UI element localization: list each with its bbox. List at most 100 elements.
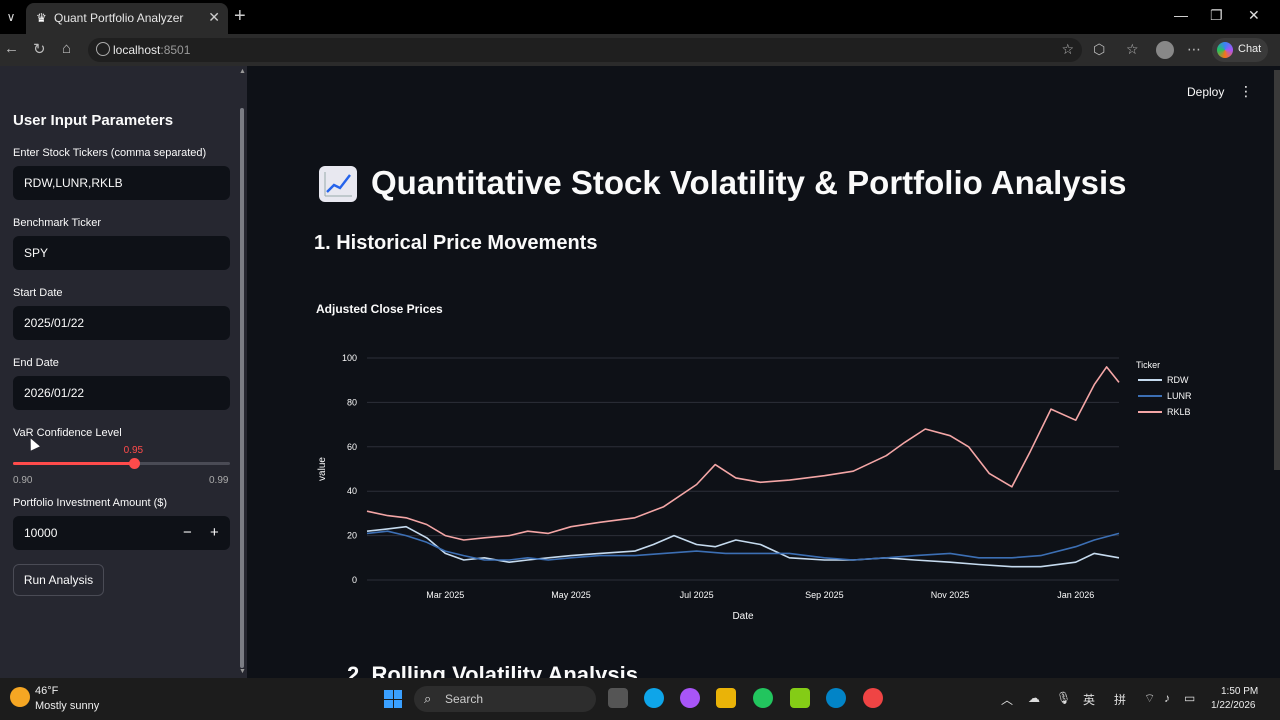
- legend-label-rdw: RDW: [1167, 375, 1189, 385]
- series-line-rklb: [366, 366, 1120, 541]
- investment-input[interactable]: 10000 − +: [13, 516, 230, 550]
- end-date-label: End Date: [13, 357, 59, 369]
- copilot-chat-button[interactable]: Chat: [1212, 38, 1268, 62]
- investment-value: 10000: [24, 526, 58, 540]
- main-menu-icon[interactable]: ⋮: [1239, 83, 1253, 99]
- y-tick-label: 60: [347, 442, 357, 452]
- restore-icon[interactable]: ❐: [1210, 7, 1223, 23]
- legend-label-rklb: RKLB: [1167, 407, 1191, 417]
- clock-time[interactable]: 1:50 PM: [1221, 686, 1259, 697]
- taskbar-search[interactable]: ⌕ Search: [414, 686, 596, 712]
- search-placeholder: Search: [445, 692, 484, 706]
- window-close-icon[interactable]: ✕: [1248, 7, 1260, 23]
- y-tick-label: 80: [347, 397, 357, 407]
- clock-date[interactable]: 1/22/2026: [1211, 700, 1256, 711]
- y-axis-label: value: [317, 457, 328, 481]
- copilot-icon[interactable]: [680, 688, 700, 708]
- ime-en-icon[interactable]: 英: [1083, 693, 1096, 707]
- chart-increasing-icon: [319, 166, 357, 202]
- y-tick-label: 20: [347, 531, 357, 541]
- window-edge: [1274, 70, 1280, 470]
- end-date-value: 2026/01/22: [24, 386, 85, 400]
- tickers-label: Enter Stock Tickers (comma separated): [13, 147, 207, 159]
- x-tick-label: Jul 2025: [680, 590, 714, 600]
- start-date-input[interactable]: 2025/01/22: [13, 306, 230, 340]
- benchmark-value: SPY: [24, 246, 49, 260]
- weather-sun-icon[interactable]: [10, 687, 30, 707]
- sidebar: ▲ ▼ User Input Parameters Enter Stock Ti…: [0, 66, 247, 678]
- decrement-button[interactable]: −: [183, 524, 192, 541]
- x-tick-label: May 2025: [551, 590, 591, 600]
- url-text[interactable]: localhost:8501: [113, 43, 191, 57]
- battery-icon[interactable]: ▭: [1184, 691, 1196, 705]
- tab-list-chevron-icon[interactable]: ∨: [6, 10, 16, 24]
- increment-button[interactable]: +: [210, 524, 219, 541]
- var-slider-fill: [13, 462, 134, 465]
- notification-app-icon[interactable]: [863, 688, 883, 708]
- edge-icon[interactable]: [826, 688, 846, 708]
- tickers-input[interactable]: RDW,LUNR,RKLB: [13, 166, 230, 200]
- start-date-value: 2025/01/22: [24, 316, 85, 330]
- var-slider-thumb[interactable]: [128, 458, 140, 469]
- scroll-down-arrow-icon[interactable]: ▼: [239, 668, 246, 675]
- x-tick-label: Mar 2025: [426, 590, 464, 600]
- y-tick-label: 0: [352, 575, 357, 585]
- wifi-icon[interactable]: ⌔: [1144, 691, 1156, 705]
- cortana-icon[interactable]: [644, 688, 664, 708]
- main-content: Deploy ⋮ Quantitative Stock Volatility &…: [247, 66, 1280, 678]
- x-tick-label: Sep 2025: [805, 590, 844, 600]
- minimize-icon[interactable]: —: [1174, 7, 1188, 23]
- favorite-star-icon[interactable]: ☆: [1061, 41, 1074, 57]
- series-line-lunr: [366, 530, 1120, 561]
- browser-tab-bar: ∨ ♛ Quant Portfolio Analyzer ✕ + — ❐ ✕: [0, 0, 1280, 34]
- end-date-input[interactable]: 2026/01/22: [13, 376, 230, 410]
- benchmark-label: Benchmark Ticker: [13, 217, 102, 229]
- x-tick-label: Jan 2026: [1057, 590, 1094, 600]
- new-tab-plus-icon[interactable]: +: [234, 5, 246, 27]
- var-confidence-label: VaR Confidence Level: [13, 427, 122, 439]
- investment-label: Portfolio Investment Amount ($): [13, 497, 168, 509]
- price-line-chart[interactable]: Adjusted Close Prices 0 20 40 60 80 100 Mar 202…: [247, 66, 1280, 678]
- streamlit-favicon-icon: ♛: [36, 11, 47, 25]
- y-tick-label: 100: [342, 353, 357, 363]
- scroll-up-arrow-icon[interactable]: ▲: [239, 68, 246, 75]
- browser-toolbar: ← ↻ ⌂ localhost:8501 ☆ ⬡ ☆ ⋯ Chat: [0, 34, 1280, 66]
- back-arrow-icon[interactable]: ←: [4, 40, 19, 57]
- tab-close-icon[interactable]: ✕: [208, 9, 220, 25]
- more-options-icon[interactable]: ⋯: [1187, 41, 1201, 57]
- var-slider-min: 0.90: [13, 475, 33, 486]
- home-icon[interactable]: ⌂: [62, 40, 72, 57]
- favorites-icon[interactable]: ☆: [1126, 41, 1139, 57]
- weather-temperature[interactable]: 46°F: [35, 685, 59, 697]
- ime-pinyin-icon[interactable]: 拼: [1114, 693, 1127, 707]
- file-explorer-icon[interactable]: [716, 688, 736, 708]
- section-heading-historical: 1. Historical Price Movements: [314, 232, 598, 254]
- extensions-icon[interactable]: ⬡: [1093, 41, 1106, 57]
- site-info-icon[interactable]: [96, 42, 110, 56]
- pycharm-icon[interactable]: [790, 688, 810, 708]
- task-view-icon[interactable]: [608, 688, 628, 708]
- windows-start-icon[interactable]: [384, 690, 402, 708]
- deploy-button[interactable]: Deploy: [1187, 85, 1225, 99]
- volume-icon[interactable]: ♪: [1164, 691, 1170, 705]
- tickers-value: RDW,LUNR,RKLB: [24, 176, 123, 190]
- chrome-icon[interactable]: [753, 688, 773, 708]
- chat-label: Chat: [1238, 43, 1262, 55]
- address-bar[interactable]: localhost:8501 ☆: [88, 38, 1082, 62]
- tab-title: Quant Portfolio Analyzer: [54, 11, 184, 25]
- tray-overflow-icon[interactable]: ︿: [1001, 693, 1014, 707]
- benchmark-input[interactable]: SPY: [13, 236, 230, 270]
- microphone-icon[interactable]: 🎙: [1056, 691, 1072, 705]
- reload-icon[interactable]: ↻: [33, 41, 46, 58]
- run-analysis-button[interactable]: Run Analysis: [13, 564, 104, 596]
- windows-taskbar: 46°F Mostly sunny ⌕ Search ︿ ☁ 🎙 英 拼 ⌔ ♪…: [0, 678, 1280, 720]
- legend-label-lunr: LUNR: [1167, 391, 1192, 401]
- onedrive-icon[interactable]: ☁: [1028, 691, 1040, 705]
- browser-tab[interactable]: ♛ Quant Portfolio Analyzer ✕: [26, 3, 228, 34]
- profile-avatar[interactable]: [1156, 41, 1174, 59]
- legend-title: Ticker: [1136, 360, 1160, 370]
- search-icon: ⌕: [424, 691, 432, 706]
- y-tick-label: 40: [347, 486, 357, 496]
- sidebar-scrollbar[interactable]: [240, 108, 244, 668]
- weather-description[interactable]: Mostly sunny: [35, 700, 100, 712]
